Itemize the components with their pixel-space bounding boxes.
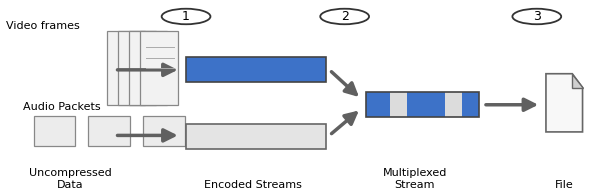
- FancyBboxPatch shape: [366, 92, 390, 117]
- FancyBboxPatch shape: [186, 57, 326, 82]
- FancyBboxPatch shape: [186, 124, 326, 149]
- Polygon shape: [546, 74, 583, 132]
- Text: Audio Packets: Audio Packets: [23, 101, 101, 112]
- FancyBboxPatch shape: [88, 116, 130, 146]
- Text: 3: 3: [533, 10, 540, 23]
- Circle shape: [162, 9, 210, 24]
- Text: Video frames: Video frames: [6, 21, 80, 31]
- Text: Uncompressed
Data: Uncompressed Data: [29, 168, 112, 190]
- Circle shape: [320, 9, 369, 24]
- Text: 2: 2: [341, 10, 348, 23]
- FancyBboxPatch shape: [34, 116, 75, 146]
- Circle shape: [512, 9, 561, 24]
- FancyBboxPatch shape: [118, 31, 156, 105]
- FancyBboxPatch shape: [107, 31, 145, 105]
- Text: Encoded Streams: Encoded Streams: [204, 180, 302, 190]
- FancyBboxPatch shape: [462, 92, 479, 117]
- Polygon shape: [572, 74, 583, 87]
- Text: File: File: [555, 180, 573, 190]
- Text: 1: 1: [182, 10, 190, 23]
- FancyBboxPatch shape: [143, 116, 185, 146]
- FancyBboxPatch shape: [129, 31, 167, 105]
- FancyBboxPatch shape: [407, 92, 445, 117]
- Text: Multiplexed
Stream: Multiplexed Stream: [382, 168, 447, 190]
- FancyBboxPatch shape: [445, 92, 462, 117]
- FancyBboxPatch shape: [140, 31, 178, 105]
- FancyBboxPatch shape: [390, 92, 407, 117]
